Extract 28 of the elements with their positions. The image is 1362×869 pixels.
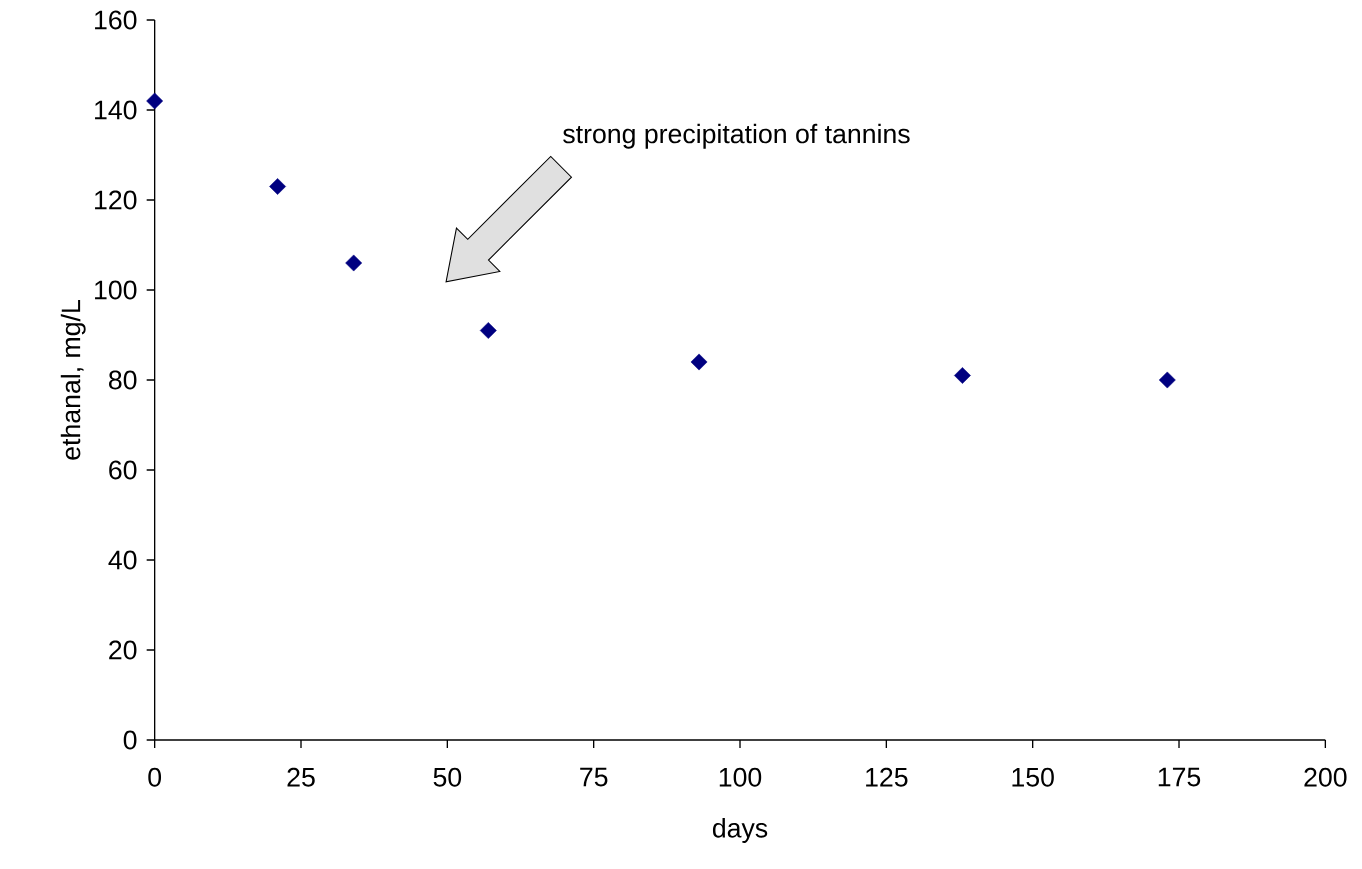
x-tick-label: 150	[1012, 767, 1054, 787]
point	[1158, 371, 1176, 389]
y-tick-label: 140	[95, 100, 137, 120]
point	[479, 321, 497, 339]
x-tick-label: 125	[866, 767, 908, 787]
x-tick-label: 75	[580, 767, 608, 787]
x-axis-title: days	[712, 817, 768, 843]
point	[690, 353, 708, 371]
y-tick-label: 0	[123, 730, 137, 750]
y-tick-label: 60	[109, 460, 137, 480]
y-tick-label: 40	[108, 550, 137, 570]
point	[954, 366, 971, 384]
x-tick-label: 100	[719, 767, 762, 787]
point	[269, 177, 286, 195]
x-tick-label: 175	[1158, 767, 1201, 787]
x-tick-label: 50	[433, 767, 462, 787]
x-tick-label: 200	[1304, 767, 1347, 787]
y-tick-label: 120	[95, 190, 137, 210]
point	[345, 254, 363, 272]
y-tick-label: 20	[109, 640, 137, 660]
x-tick-label: 0	[148, 767, 162, 787]
point	[146, 92, 164, 110]
y-tick-label: 100	[95, 280, 137, 300]
y-axis-title: ethanal, mg/L	[60, 299, 86, 460]
y-tick-label: 160	[95, 10, 137, 30]
x-tick-label: 25	[287, 767, 315, 787]
y-tick-label: 80	[109, 370, 137, 390]
annotation: strong precipitation of tannins	[563, 123, 910, 149]
